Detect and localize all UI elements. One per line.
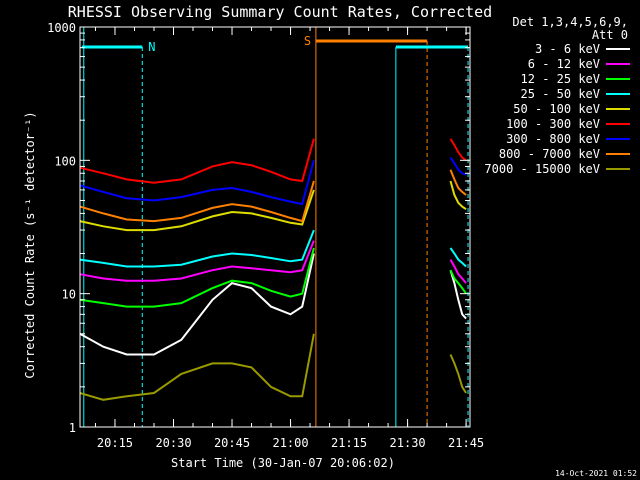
series-12-25-kev-line — [79, 247, 315, 308]
series-300-800-kev-line-2 — [449, 156, 467, 176]
legend-label: 25 - 50 keV — [521, 87, 600, 101]
series-3-6-kev-line — [79, 253, 315, 356]
x-tick-label: 20:45 — [214, 436, 250, 450]
chart-title: RHESSI Observing Summary Count Rates, Co… — [68, 3, 492, 21]
series-800-7000-kev-line — [79, 180, 315, 223]
legend-header: Att 0 — [592, 28, 628, 42]
x-tick-label: 21:15 — [331, 436, 367, 450]
series-50-100-kev-line-2 — [449, 180, 467, 211]
series-12-25-kev-line-2 — [449, 269, 467, 295]
plot-frame — [79, 26, 471, 428]
series-25-50-kev-line-2 — [449, 247, 467, 268]
x-axis-label: Start Time (30-Jan-07 20:06:02) — [171, 456, 395, 470]
legend-header: Det 1,3,4,5,6,9, — [512, 15, 628, 29]
y-tick-label: 100 — [54, 154, 76, 168]
annotation-s: S — [304, 34, 311, 48]
legend-label: 800 - 7000 keV — [499, 147, 600, 161]
series-6-12-kev-line-2 — [449, 259, 467, 284]
y-tick-label: 1 — [69, 421, 76, 435]
series-25-50-kev-line — [79, 229, 315, 268]
x-tick-label: 21:00 — [272, 436, 308, 450]
y-axis-label: Corrected Count Rate (s⁻¹ detector⁻¹) — [23, 111, 37, 378]
x-tick-label: 21:30 — [390, 436, 426, 450]
legend-label: 7000 - 15000 keV — [484, 162, 600, 176]
x-tick-label: 20:15 — [97, 436, 133, 450]
legend-label: 50 - 100 keV — [513, 102, 600, 116]
x-tick-label: 21:45 — [448, 436, 484, 450]
series-7000-15000-kev-line — [79, 333, 315, 401]
legend-label: 300 - 800 keV — [506, 132, 600, 146]
series-800-7000-kev-line-2 — [449, 169, 467, 196]
axes: 20:15 20:30 20:45 21:00 21:15 21:30 21:45 1 10 10… — [47, 21, 484, 450]
footer-timestamp: 14-Oct-2021 01:52 — [555, 469, 637, 478]
series-100-300-kev-line — [79, 138, 315, 184]
series-100-300-kev-line-2 — [449, 138, 467, 162]
legend-label: 3 - 6 keV — [535, 42, 600, 56]
legend-label: 100 - 300 keV — [506, 117, 600, 131]
annotation-n: N — [148, 40, 155, 54]
series-3-6-kev-line-2 — [449, 269, 467, 320]
legend-label: 6 - 12 keV — [528, 57, 600, 71]
series-7000-15000-kev-line-2 — [449, 354, 467, 394]
legend-label: 12 - 25 keV — [521, 72, 600, 86]
series-300-800-kev-line — [79, 160, 315, 206]
y-tick-label: 1000 — [47, 21, 76, 35]
series-6-12-kev-line — [79, 240, 315, 282]
series-50-100-kev-line — [79, 189, 315, 232]
x-tick-label: 20:30 — [155, 436, 191, 450]
y-tick-label: 10 — [62, 288, 76, 302]
